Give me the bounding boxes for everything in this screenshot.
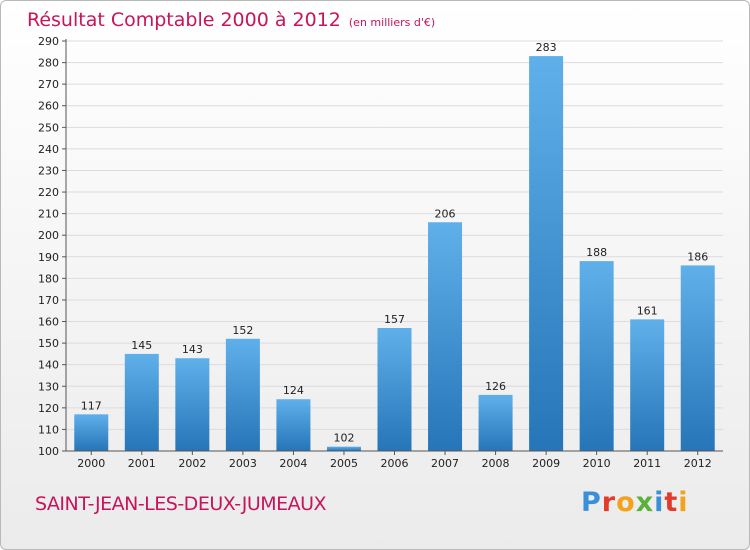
chart-title-text: Résultat Comptable 2000 à 2012 [27,9,341,31]
bars: 117 145 143 152 124 102 157 206 126 283 188 161 186 [74,41,715,452]
bar-2004 [276,399,311,451]
bar-value-label: 117 [81,399,102,412]
x-tick-label: 2004 [279,457,307,470]
logo-letter: t [664,487,679,518]
logo-letter: x [635,487,655,518]
commune-name: SAINT-JEAN-LES-DEUX-JUMEAUX [35,493,327,515]
bar-2008 [478,394,513,451]
y-tick-label: 260 [38,100,59,113]
x-tick-label: 2000 [77,457,105,470]
y-tick-label: 160 [38,316,59,329]
bar-value-label: 143 [182,343,203,356]
y-tick-label: 120 [38,402,59,415]
y-tick-label: 230 [38,164,59,177]
bar-2003 [225,338,260,451]
y-tick-label: 250 [38,121,59,134]
bar-value-label: 124 [283,384,304,397]
bar-2005 [326,446,361,451]
x-tick-label: 2011 [633,457,661,470]
bar-value-label: 126 [485,380,506,393]
bar-value-label: 157 [384,313,405,326]
x-tick-label: 2001 [128,457,156,470]
bar-value-label: 283 [536,41,557,54]
bar-2007 [428,222,463,451]
bar-2011 [630,319,665,451]
logo-letter: o [616,487,636,518]
y-tick-label: 190 [38,251,59,264]
x-tick-label: 2007 [431,457,459,470]
bar-2012 [680,265,715,451]
y-tick-label: 290 [38,35,59,48]
x-tick-label: 2008 [482,457,510,470]
y-tick-label: 100 [38,445,59,458]
bar-value-label: 186 [687,250,708,263]
bar-2010 [579,261,614,451]
bar-value-label: 161 [637,304,658,317]
x-tick-label: 2009 [532,457,560,470]
x-axis-ticks: 2000 2001 2002 2003 2004 2005 2006 2007 2008 2009… [77,451,712,470]
y-tick-label: 270 [38,78,59,91]
y-axis-ticks: 100 110 120 130 140 150 160 170 180 190 200 210 220 2… [38,35,66,458]
y-tick-label: 220 [38,186,59,199]
x-tick-label: 2006 [381,457,409,470]
x-tick-label: 2005 [330,457,358,470]
y-tick-label: 170 [38,294,59,307]
y-tick-label: 200 [38,229,59,242]
bar-2001 [124,353,159,451]
x-tick-label: 2010 [583,457,611,470]
chart-unit: (en milliers d'€) [348,16,436,29]
proxiti-logo[interactable]: Proxiti [581,487,689,518]
x-tick-label: 2012 [684,457,712,470]
x-tick-label: 2003 [229,457,257,470]
y-tick-label: 210 [38,208,59,221]
chart-title: Résultat Comptable 2000 à 2012 (en millie… [27,9,435,31]
y-tick-label: 140 [38,359,59,372]
x-tick-label: 2002 [178,457,206,470]
bar-value-label: 145 [131,339,152,352]
bar-value-label: 102 [333,432,354,445]
bar-2006 [377,328,412,451]
y-tick-label: 130 [38,380,59,393]
y-tick-label: 180 [38,272,59,285]
bar-value-label: 188 [586,246,607,259]
bar-2000 [74,414,109,451]
bar-value-label: 152 [232,324,253,337]
logo-letter: P [581,487,602,518]
y-tick-label: 240 [38,143,59,156]
logo-letter: i [654,487,665,518]
bar-2009 [529,56,564,452]
y-tick-label: 150 [38,337,59,350]
logo-letter: i [678,487,689,518]
logo-letter: r [601,487,617,518]
bar-2002 [175,358,210,451]
y-tick-label: 280 [38,57,59,70]
bar-value-label: 206 [435,207,456,220]
y-tick-label: 110 [38,423,59,436]
